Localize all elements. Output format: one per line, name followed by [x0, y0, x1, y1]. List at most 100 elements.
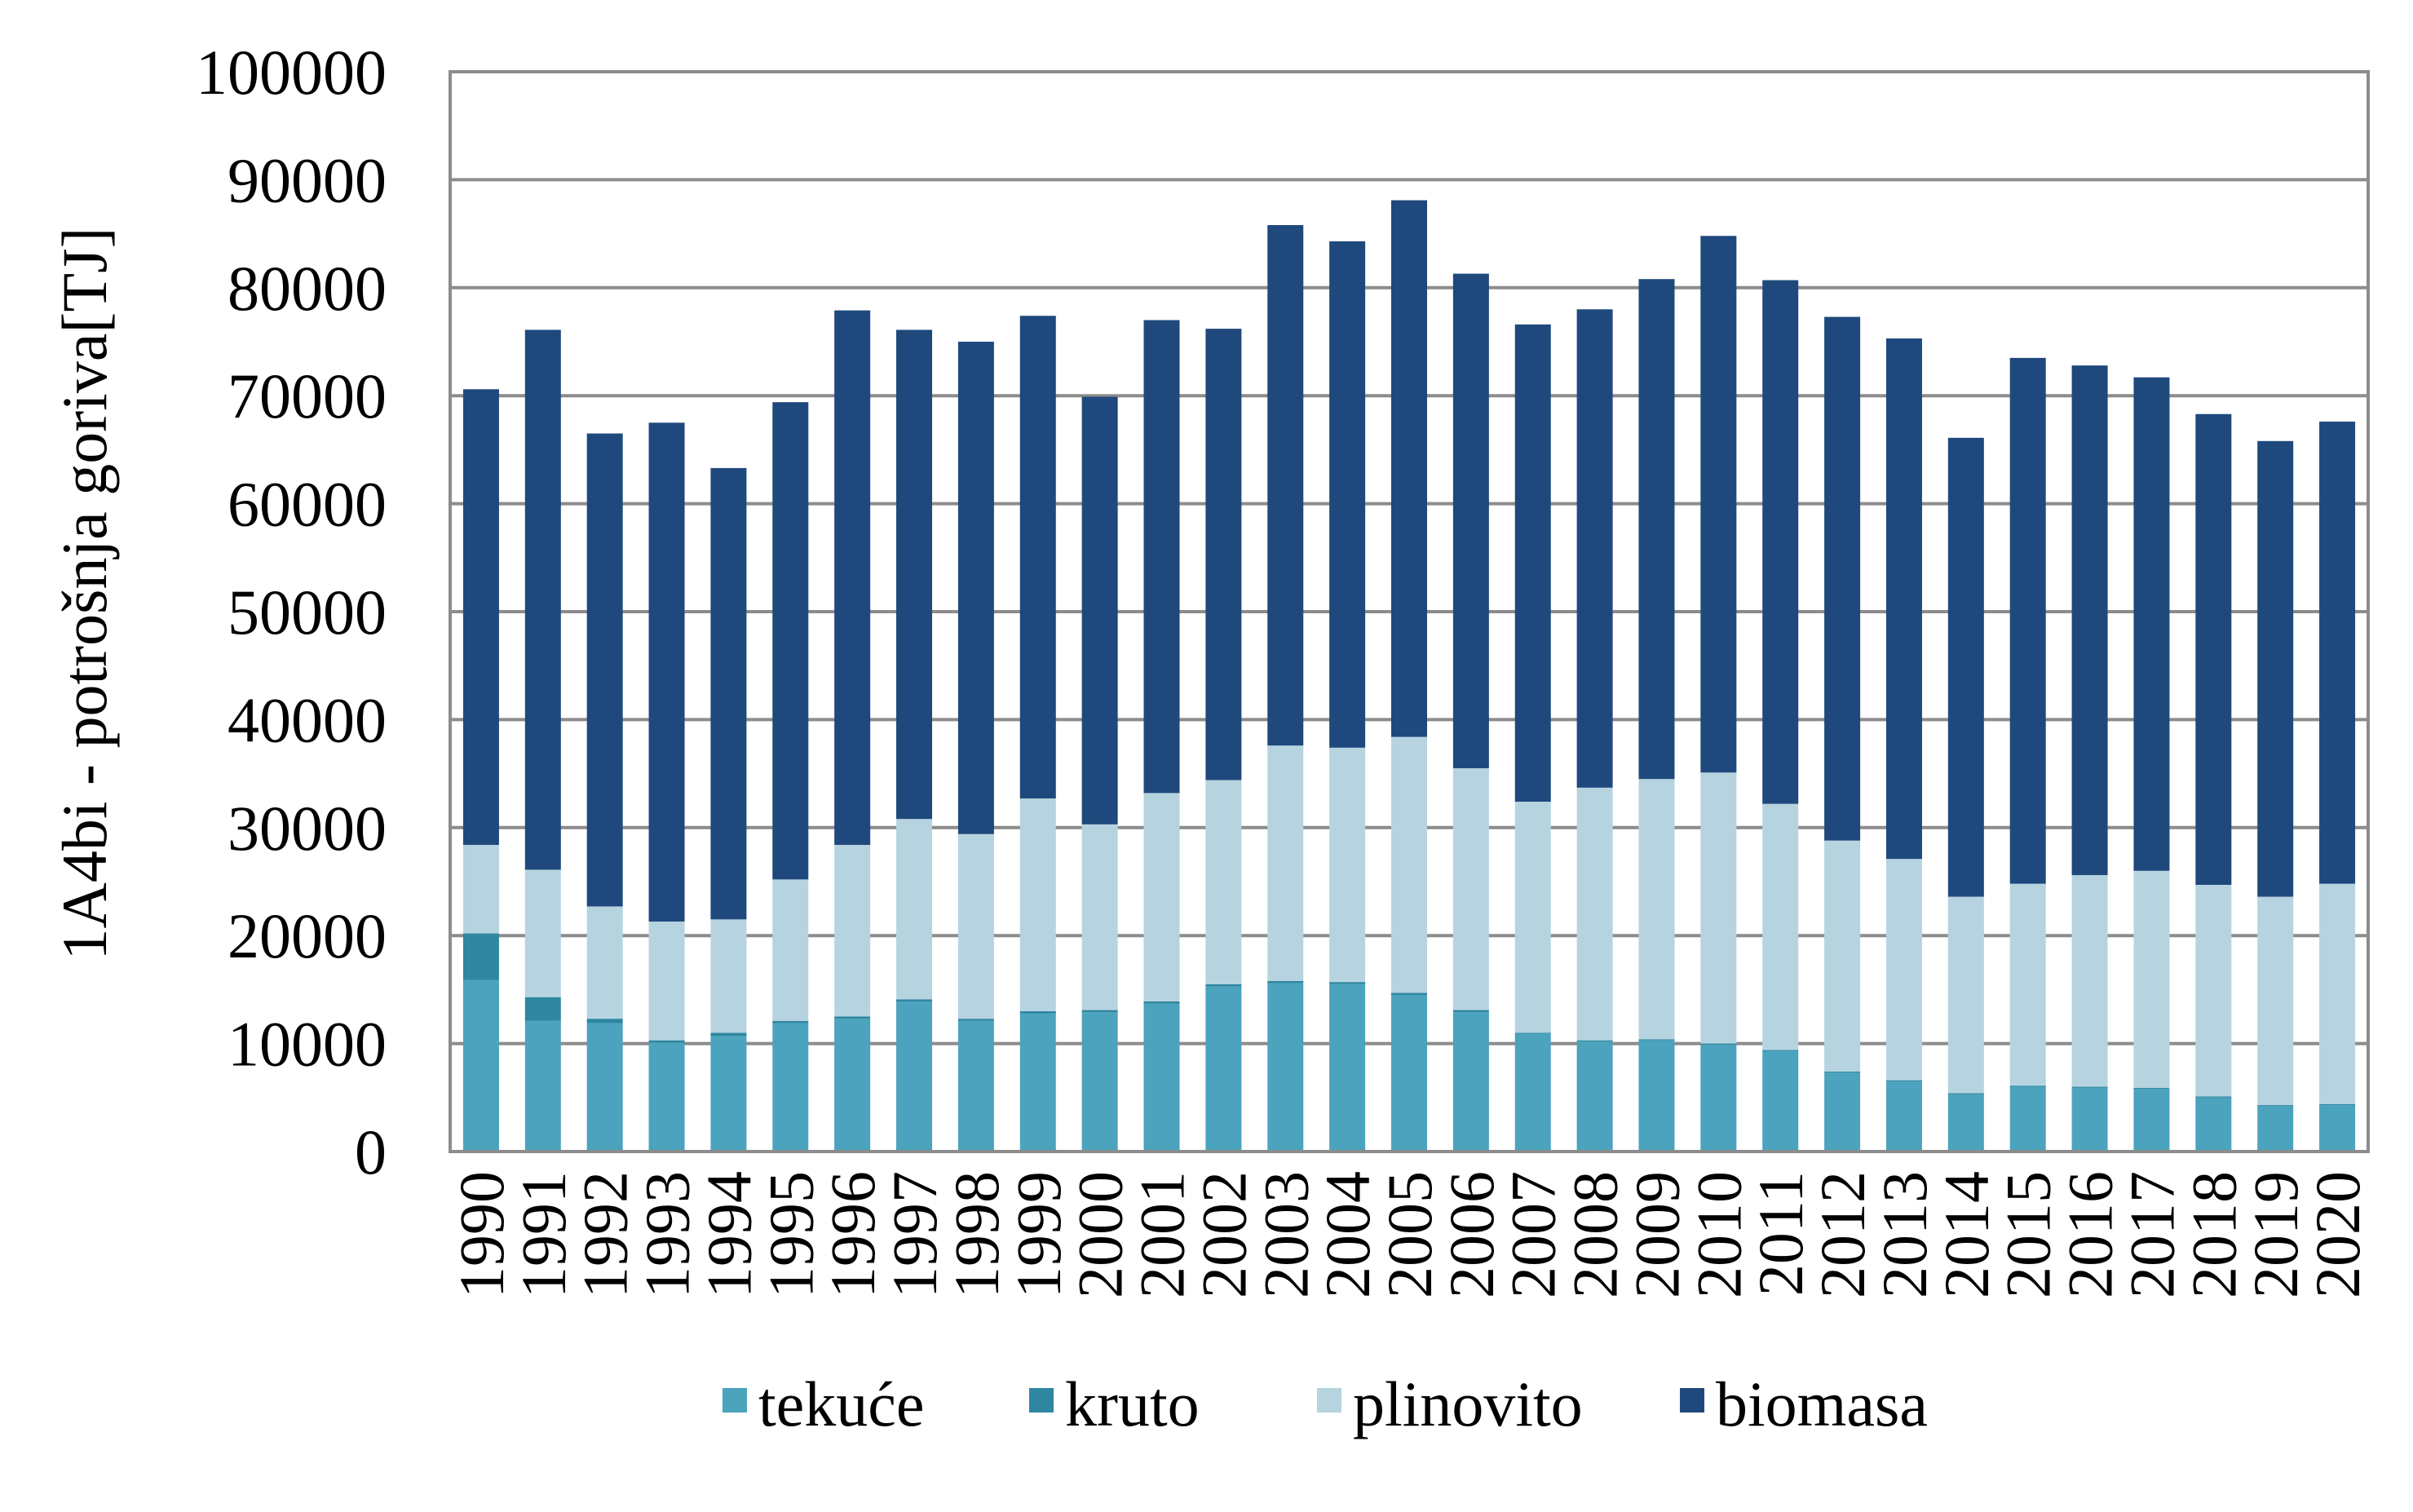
bar-segment-3-1996 [834, 310, 871, 845]
bar-segment-0-2005 [1390, 995, 1428, 1152]
bar-segment-1-1993 [648, 1040, 685, 1043]
bar-segment-3-1991 [524, 329, 561, 870]
x-tick-label: 1995 [755, 1171, 826, 1298]
x-tick-label: 1996 [817, 1171, 888, 1298]
bar-segment-3-2001 [1143, 320, 1180, 794]
bar-segment-2-2017 [2133, 870, 2170, 1088]
x-tick-label: 2002 [1188, 1171, 1259, 1298]
bar-segment-0-2011 [1762, 1050, 1799, 1152]
legend-label: plinovito [1353, 1368, 1583, 1439]
y-axis-title: 1A4bi - potrošnja goriva[TJ] [49, 228, 120, 961]
bar-segment-3-1998 [957, 342, 994, 834]
x-tick-label: 2017 [2116, 1171, 2187, 1298]
bar-segment-1-2003 [1267, 980, 1304, 984]
bar-segment-3-2020 [2319, 421, 2356, 884]
y-tick-label: 40000 [228, 684, 387, 755]
bar-segment-3-2014 [1947, 437, 1984, 897]
bar-segment-1-1996 [834, 1016, 871, 1019]
bar-segment-2-1997 [896, 819, 933, 1000]
bar-segment-3-1997 [896, 329, 933, 820]
bar-segment-1-1999 [1019, 1010, 1056, 1014]
bar-segment-2-1991 [524, 869, 561, 997]
bar-segment-2-2003 [1267, 745, 1304, 981]
bar-segment-2-2002 [1205, 780, 1242, 984]
bar-segment-3-2012 [1824, 316, 1861, 841]
bar-segment-2-2016 [2071, 875, 2108, 1087]
y-tick-label: 50000 [228, 577, 387, 648]
bar-segment-3-1995 [772, 402, 809, 880]
bar-segment-1-1998 [957, 1019, 994, 1021]
bar-segment-0-2001 [1143, 1003, 1180, 1152]
bar-segment-0-1997 [896, 1001, 933, 1152]
bar-segment-2-2015 [2009, 883, 2046, 1086]
bar-segment-2-2006 [1452, 767, 1489, 1010]
x-tick-label: 1994 [693, 1171, 764, 1298]
bar-segment-0-1993 [648, 1042, 685, 1152]
bar-segment-1-1990 [462, 933, 499, 980]
bar-segment-2-2001 [1143, 793, 1180, 1001]
bar-segment-3-2015 [2009, 357, 2046, 884]
bar-segment-0-1998 [957, 1020, 994, 1152]
x-tick-label: 2015 [1993, 1171, 2064, 1298]
bar-segment-2-1994 [710, 919, 747, 1033]
y-tick-label: 10000 [228, 1009, 387, 1080]
bar-segment-1-2020 [2319, 1103, 2356, 1106]
bar-segment-1-2018 [2195, 1096, 2232, 1098]
bar-segment-3-2007 [1514, 324, 1551, 802]
y-tick-label: 30000 [228, 793, 387, 864]
bar-segment-1-2019 [2257, 1105, 2294, 1107]
x-tick-label: 1999 [1003, 1171, 1074, 1298]
x-axis-tick-labels: 1990199119921993199419951996199719981999… [446, 1171, 2373, 1298]
bar-segment-0-2018 [2195, 1097, 2232, 1152]
bar-segment-1-2015 [2009, 1085, 2046, 1087]
bar-segment-2-2012 [1824, 840, 1861, 1072]
bar-segment-0-2010 [1700, 1044, 1737, 1152]
bar-segment-2-1998 [957, 833, 994, 1019]
legend-label: tekuće [758, 1368, 925, 1439]
x-tick-label: 2019 [2240, 1171, 2311, 1298]
legend-swatch [723, 1388, 747, 1413]
x-tick-label: 2004 [1312, 1171, 1383, 1298]
x-tick-label: 1990 [446, 1171, 517, 1298]
bar-segment-0-2016 [2071, 1087, 2108, 1152]
plot-area-frame [449, 70, 2370, 1153]
legend-label: kruto [1065, 1368, 1200, 1439]
bar-segment-3-2006 [1452, 273, 1489, 768]
bar-segment-3-1999 [1019, 316, 1056, 799]
y-axis-tick-labels: 0 10000 20000 30000 40000 50000 60000 70000 8000… [196, 37, 387, 1187]
legend-swatch [1680, 1388, 1704, 1413]
bar-segment-1-1994 [710, 1032, 747, 1037]
bar-segment-2-2018 [2195, 884, 2232, 1097]
x-tick-label: 2000 [1065, 1171, 1136, 1298]
bar-segment-1-2009 [1638, 1039, 1675, 1041]
bar-segment-1-2001 [1143, 1001, 1180, 1004]
bar-segment-3-2002 [1205, 329, 1242, 780]
bar-segment-2-2007 [1514, 802, 1551, 1033]
legend-swatch [1317, 1388, 1341, 1413]
bar-segment-0-1994 [710, 1036, 747, 1152]
bar-segment-0-2019 [2257, 1106, 2294, 1152]
x-tick-label: 1991 [508, 1171, 579, 1298]
bar-segment-3-2010 [1700, 236, 1737, 773]
bar-segment-0-2013 [1885, 1081, 1922, 1152]
bar-segment-3-2017 [2133, 377, 2170, 871]
bar-segment-0-2007 [1514, 1033, 1551, 1152]
bar-segment-1-2004 [1329, 982, 1366, 984]
y-tick-label: 0 [355, 1116, 387, 1187]
bar-segment-3-2004 [1329, 241, 1366, 748]
bar-segment-2-2014 [1947, 896, 1984, 1094]
bar-segment-1-2010 [1700, 1043, 1737, 1045]
bar-segment-3-2005 [1390, 200, 1428, 737]
x-tick-label: 2009 [1621, 1171, 1692, 1298]
x-tick-label: 2013 [1869, 1171, 1940, 1298]
x-tick-label: 2014 [1931, 1171, 2002, 1298]
x-tick-label: 2016 [2055, 1171, 2126, 1298]
y-tick-label: 70000 [228, 360, 387, 431]
x-tick-label: 2007 [1498, 1171, 1569, 1298]
bar-segment-0-1999 [1019, 1013, 1056, 1152]
x-tick-label: 1992 [570, 1171, 641, 1298]
bar-segment-3-1992 [586, 433, 623, 907]
y-tick-label: 90000 [228, 144, 387, 215]
y-tick-label: 80000 [228, 253, 387, 324]
